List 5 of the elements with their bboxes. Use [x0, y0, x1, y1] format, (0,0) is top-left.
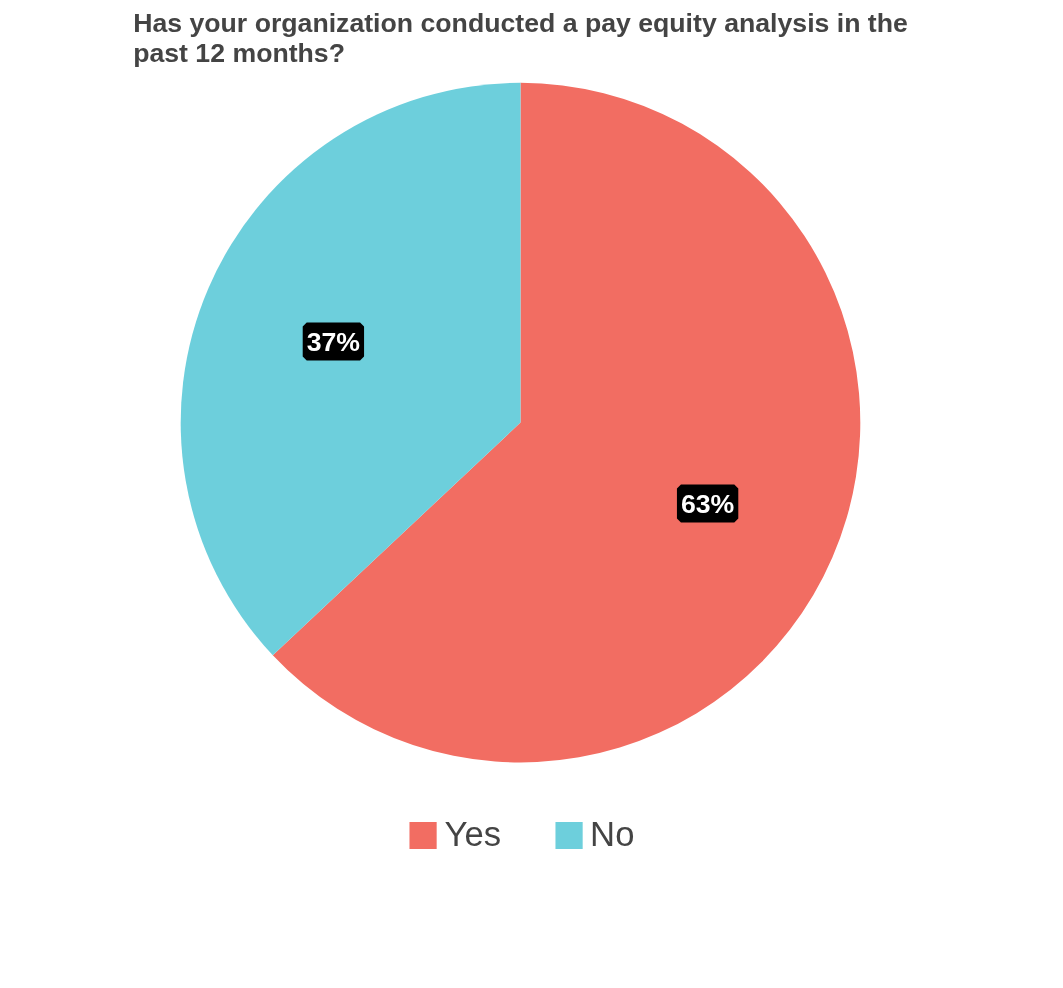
- chart-title: Has your organization conducted a pay equity analysis in the past 12 months?: [133, 7, 908, 68]
- legend-label: No: [590, 815, 635, 854]
- data-label: 63%: [680, 488, 735, 519]
- data-label: 37%: [306, 326, 361, 357]
- legend-label: Yes: [444, 815, 502, 854]
